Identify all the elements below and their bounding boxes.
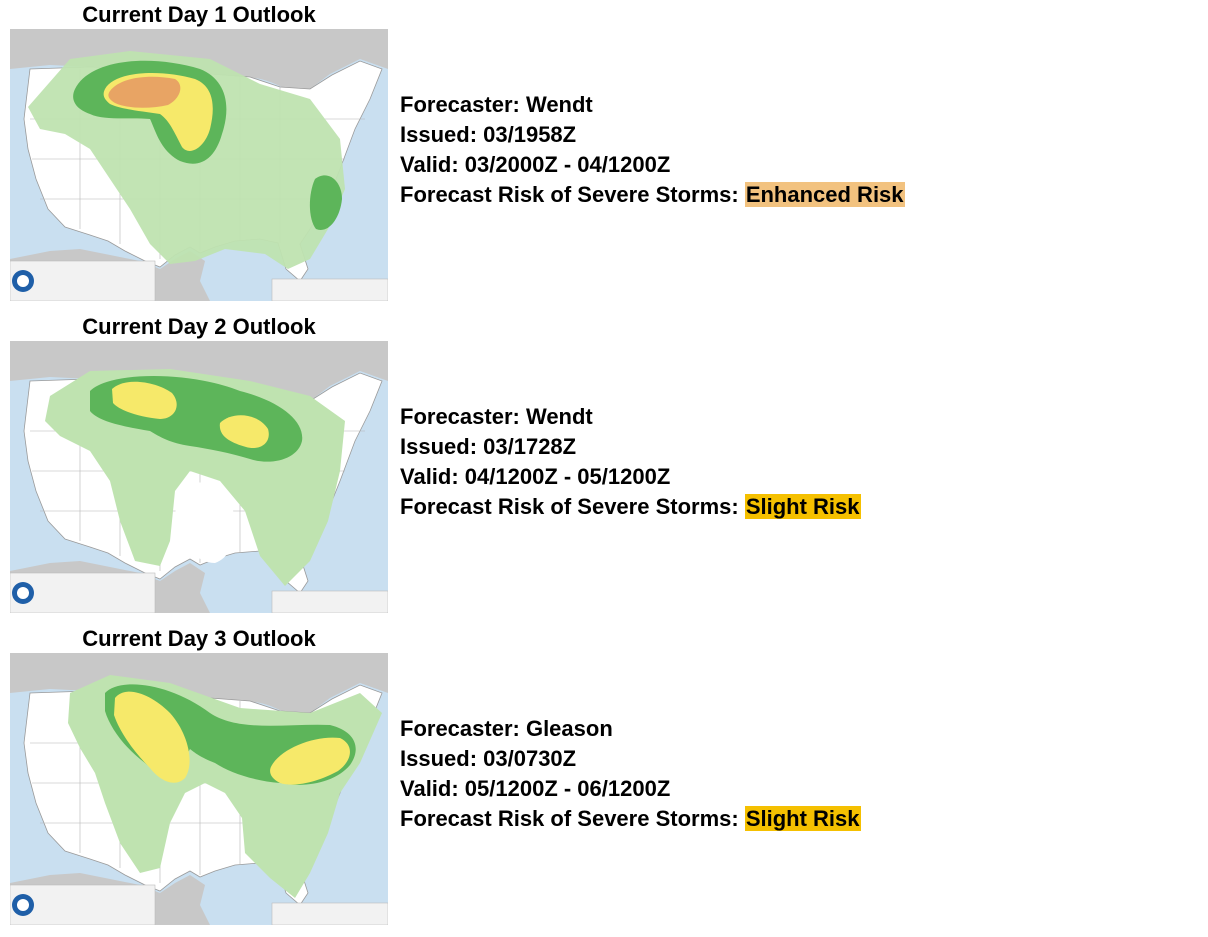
day3-outlook: Current Day 3 Outlook Forecaster: Gleaso… bbox=[0, 624, 1208, 936]
day1-issued: 03/1958Z bbox=[483, 122, 577, 147]
day3-risk-badge: Slight Risk bbox=[744, 806, 861, 831]
day1-forecaster-line: Forecaster: Wendt bbox=[400, 90, 905, 120]
valid-label: Valid: bbox=[400, 464, 465, 489]
day1-issued-line: Issued: 03/1958Z bbox=[400, 120, 905, 150]
day2-outlook: Current Day 2 Outlook Forecaster: Wendt … bbox=[0, 312, 1208, 624]
day3-risk-line: Forecast Risk of Severe Storms: Slight R… bbox=[400, 804, 861, 834]
day2-forecaster-line: Forecaster: Wendt bbox=[400, 402, 861, 432]
day1-outlook: Current Day 1 Outlook Forecaster: We bbox=[0, 0, 1208, 312]
day3-valid-line: Valid: 05/1200Z - 06/1200Z bbox=[400, 774, 861, 804]
forecaster-label: Forecaster: bbox=[400, 716, 526, 741]
day1-valid: 03/2000Z - 04/1200Z bbox=[464, 152, 671, 177]
risk-label: Forecast Risk of Severe Storms: bbox=[400, 806, 745, 831]
risk-label: Forecast Risk of Severe Storms: bbox=[400, 182, 745, 207]
forecaster-label: Forecaster: bbox=[400, 404, 526, 429]
day1-outlook-details: Forecaster: Wendt Issued: 03/1958Z Valid… bbox=[400, 90, 905, 210]
issued-label: Issued: bbox=[400, 122, 484, 147]
day1-risk-badge: Enhanced Risk bbox=[744, 182, 905, 207]
day3-valid: 05/1200Z - 06/1200Z bbox=[464, 776, 671, 801]
day1-outlook-map[interactable] bbox=[10, 29, 388, 301]
valid-label: Valid: bbox=[400, 152, 465, 177]
day2-forecaster: Wendt bbox=[525, 404, 593, 429]
day1-forecaster: Wendt bbox=[525, 92, 593, 117]
day2-outlook-map[interactable] bbox=[10, 341, 388, 613]
valid-label: Valid: bbox=[400, 776, 465, 801]
day2-risk-line: Forecast Risk of Severe Storms: Slight R… bbox=[400, 492, 861, 522]
day2-outlook-title: Current Day 2 Outlook bbox=[82, 314, 316, 339]
day1-risk-line: Forecast Risk of Severe Storms: Enhanced… bbox=[400, 180, 905, 210]
day2-outlook-details: Forecaster: Wendt Issued: 03/1728Z Valid… bbox=[400, 402, 861, 522]
day3-outlook-details: Forecaster: Gleason Issued: 03/0730Z Val… bbox=[400, 714, 861, 834]
day2-issued: 03/1728Z bbox=[483, 434, 577, 459]
day2-valid-line: Valid: 04/1200Z - 05/1200Z bbox=[400, 462, 861, 492]
issued-label: Issued: bbox=[400, 746, 484, 771]
day2-valid: 04/1200Z - 05/1200Z bbox=[464, 464, 671, 489]
day3-forecaster-line: Forecaster: Gleason bbox=[400, 714, 861, 744]
issued-label: Issued: bbox=[400, 434, 484, 459]
risk-label: Forecast Risk of Severe Storms: bbox=[400, 494, 745, 519]
day3-forecaster: Gleason bbox=[525, 716, 613, 741]
day3-outlook-map[interactable] bbox=[10, 653, 388, 925]
day3-issued-line: Issued: 03/0730Z bbox=[400, 744, 861, 774]
day3-issued: 03/0730Z bbox=[483, 746, 577, 771]
day2-issued-line: Issued: 03/1728Z bbox=[400, 432, 861, 462]
day1-outlook-title: Current Day 1 Outlook bbox=[82, 2, 316, 27]
day3-outlook-title: Current Day 3 Outlook bbox=[82, 626, 316, 651]
forecaster-label: Forecaster: bbox=[400, 92, 526, 117]
day2-risk-badge: Slight Risk bbox=[744, 494, 861, 519]
day1-valid-line: Valid: 03/2000Z - 04/1200Z bbox=[400, 150, 905, 180]
